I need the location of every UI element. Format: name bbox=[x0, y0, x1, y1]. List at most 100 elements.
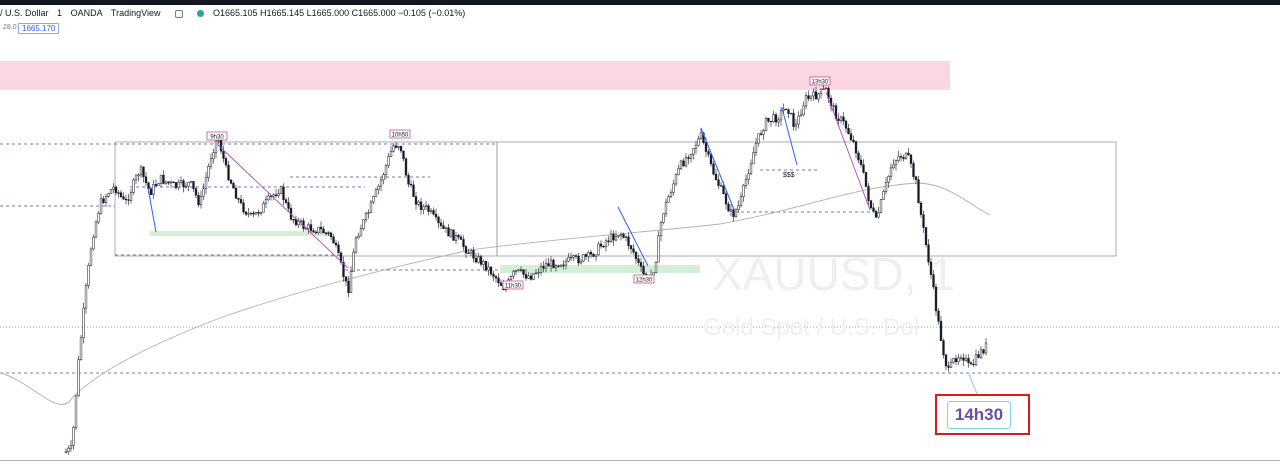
candle-body bbox=[382, 174, 385, 181]
candle-body bbox=[147, 182, 150, 189]
candle-body bbox=[319, 226, 323, 230]
candle-body bbox=[274, 194, 278, 197]
time-label: 11h30 bbox=[505, 284, 522, 290]
candle-body bbox=[912, 163, 915, 177]
candle-body bbox=[204, 177, 208, 190]
candle-body bbox=[884, 182, 888, 192]
candle-body bbox=[582, 254, 585, 262]
candle-body bbox=[657, 235, 660, 263]
symbol-name[interactable]: / U.S. Dollar bbox=[0, 8, 49, 18]
candle-body bbox=[597, 243, 600, 256]
candle-body bbox=[917, 179, 920, 204]
candle-body bbox=[354, 237, 358, 253]
candle-body bbox=[944, 354, 948, 367]
pane-separator[interactable] bbox=[0, 460, 1280, 461]
candle-body bbox=[82, 307, 85, 339]
dashed-levels bbox=[0, 143, 1280, 374]
candle-body bbox=[137, 174, 140, 177]
candle-body bbox=[527, 275, 530, 279]
candle-body bbox=[724, 193, 728, 205]
candle-body bbox=[529, 275, 533, 280]
candle-body bbox=[467, 252, 470, 254]
candle-body bbox=[549, 259, 553, 267]
candle-body bbox=[947, 365, 950, 368]
candle-body bbox=[172, 181, 175, 184]
time-label: 10h50 bbox=[392, 133, 409, 139]
candle-body bbox=[489, 266, 493, 275]
candle-body bbox=[397, 145, 400, 148]
candle-body bbox=[534, 272, 538, 275]
candle-body bbox=[814, 91, 818, 100]
broker-label: OANDA bbox=[70, 8, 103, 18]
candle-body bbox=[169, 181, 173, 184]
candle-body bbox=[357, 235, 360, 239]
candle-body bbox=[817, 93, 820, 100]
candle-body bbox=[919, 202, 923, 215]
candle-body bbox=[589, 252, 593, 255]
candle-body bbox=[442, 225, 445, 229]
interval-label[interactable]: 1 bbox=[57, 8, 63, 18]
candle-body bbox=[347, 280, 350, 293]
candle-body bbox=[859, 159, 863, 165]
candle-body bbox=[459, 236, 463, 240]
candle-body bbox=[954, 358, 958, 362]
candle-body bbox=[662, 213, 665, 223]
candle-body bbox=[819, 88, 823, 94]
candle-body bbox=[787, 109, 790, 114]
demand-zone-right bbox=[500, 265, 700, 273]
candle-body bbox=[654, 261, 658, 273]
candle-body bbox=[607, 240, 610, 242]
candle-body bbox=[144, 176, 148, 184]
candle-body bbox=[449, 229, 453, 237]
candle-body bbox=[939, 320, 943, 341]
candle-body bbox=[797, 115, 800, 125]
candle-body bbox=[624, 236, 628, 238]
candle-body bbox=[862, 164, 865, 173]
candle-body bbox=[924, 227, 928, 245]
candle-body bbox=[322, 228, 325, 234]
candle-body bbox=[332, 236, 335, 244]
candle-body bbox=[412, 184, 415, 197]
candle-body bbox=[344, 276, 348, 282]
candle-body bbox=[279, 186, 283, 194]
candle-body bbox=[512, 270, 515, 277]
candle-body bbox=[414, 196, 418, 205]
candle-body bbox=[229, 179, 233, 184]
candle-body bbox=[329, 232, 333, 238]
candle-body bbox=[904, 152, 908, 159]
candle-body bbox=[807, 95, 810, 99]
candle-body bbox=[932, 274, 935, 288]
eye-icon[interactable] bbox=[174, 9, 183, 18]
candle-body bbox=[94, 221, 98, 238]
candle-body bbox=[154, 184, 158, 186]
highlight-box: 14h30 bbox=[935, 394, 1030, 435]
candle-body bbox=[869, 200, 873, 209]
candle-body bbox=[157, 183, 160, 186]
candle-body bbox=[479, 256, 483, 265]
candle-body bbox=[677, 168, 680, 175]
candle-body bbox=[164, 181, 168, 184]
candle-body bbox=[87, 265, 90, 286]
candle-body bbox=[857, 152, 860, 161]
candle-body bbox=[902, 157, 905, 159]
candle-body bbox=[222, 150, 225, 159]
candle-body bbox=[264, 199, 268, 204]
candle-body bbox=[579, 260, 583, 264]
candle-body bbox=[674, 174, 678, 185]
candle-body bbox=[672, 183, 675, 193]
candle-body bbox=[379, 179, 383, 187]
candle-body bbox=[434, 213, 438, 218]
candle-body bbox=[824, 87, 828, 90]
candle-body bbox=[389, 151, 393, 157]
candle-body bbox=[967, 358, 970, 364]
candle-body bbox=[262, 202, 265, 213]
candle-body bbox=[732, 209, 735, 217]
candle-body bbox=[429, 210, 433, 212]
candle-body bbox=[362, 219, 365, 229]
candle-body bbox=[964, 358, 968, 361]
candle-body bbox=[664, 201, 668, 215]
candle-body bbox=[387, 156, 390, 166]
candle-body bbox=[74, 395, 78, 428]
candle-body bbox=[224, 158, 228, 166]
